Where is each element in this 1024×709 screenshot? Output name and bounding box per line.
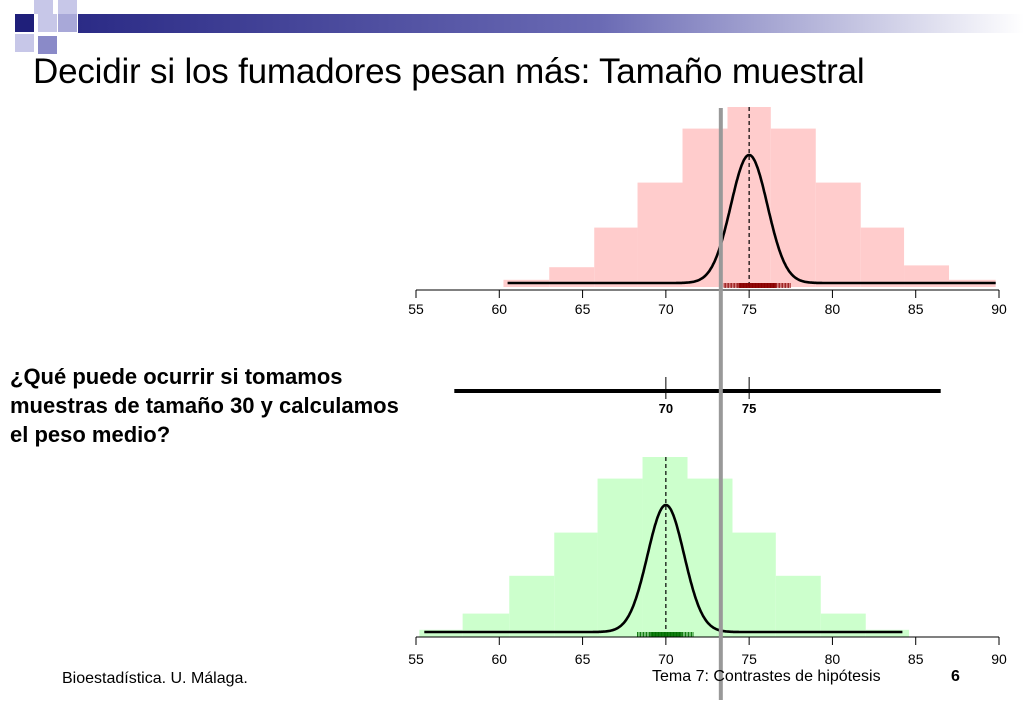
- histogram-bar: [775, 575, 821, 637]
- deco-square: [38, 14, 57, 32]
- question-text: ¿Qué puede ocurrir si tomamos muestras d…: [10, 364, 399, 447]
- footer-topic: Tema 7: Contrastes de hipótesis: [652, 668, 881, 685]
- x-tick-label: 80: [825, 651, 841, 667]
- x-tick-label: 65: [575, 301, 591, 317]
- x-tick-label: 90: [991, 651, 1007, 667]
- histogram-bar: [637, 182, 683, 287]
- x-tick-label: 70: [658, 301, 674, 317]
- histogram-bar: [732, 532, 776, 637]
- page-number: 6: [951, 668, 960, 685]
- density-curve: [507, 153, 996, 285]
- x-tick-label: 85: [908, 301, 924, 317]
- histogram-bar: [770, 128, 816, 287]
- x-tick-label: 60: [491, 651, 507, 667]
- deco-square: [38, 36, 57, 54]
- x-tick-label: 85: [908, 651, 924, 667]
- x-tick-label: 60: [491, 301, 507, 317]
- x-tick-label: 70: [658, 651, 674, 667]
- x-tick-label: 75: [741, 301, 757, 317]
- histogram-bar: [462, 613, 510, 637]
- header-gradient-bar: [78, 14, 1024, 33]
- density-curve: [424, 503, 903, 634]
- sample-mean-tick-label: 70: [659, 401, 673, 416]
- histogram-bar: [865, 629, 910, 637]
- x-tick-label: 55: [408, 301, 424, 317]
- histogram-bar: [594, 227, 638, 287]
- histogram-bar: [419, 629, 463, 637]
- histogram-bar: [687, 478, 733, 637]
- deco-square: [58, 0, 77, 14]
- deco-square: [58, 14, 77, 32]
- deco-square: [34, 0, 53, 14]
- footer-institution: Bioestadística. U. Málaga.: [62, 670, 248, 687]
- slide-title: Decidir si los fumadores pesan más: Tama…: [33, 52, 865, 91]
- histogram-bar: [597, 478, 643, 637]
- histogram-bar: [820, 613, 866, 637]
- x-tick-label: 80: [825, 301, 841, 317]
- x-tick-label: 55: [408, 651, 424, 667]
- deco-square: [15, 14, 34, 32]
- histogram-bar: [904, 265, 950, 287]
- sample-mean-tick-label: 75: [742, 401, 756, 416]
- histogram-bar: [815, 182, 861, 287]
- x-tick-label: 65: [575, 651, 591, 667]
- histogram-bar: [860, 227, 905, 287]
- x-tick-label: 75: [741, 651, 757, 667]
- histogram-bar: [554, 532, 598, 637]
- x-tick-label: 90: [991, 301, 1007, 317]
- deco-square: [15, 34, 34, 52]
- histogram-bar: [509, 575, 555, 637]
- header-decoration: [15, 0, 1024, 54]
